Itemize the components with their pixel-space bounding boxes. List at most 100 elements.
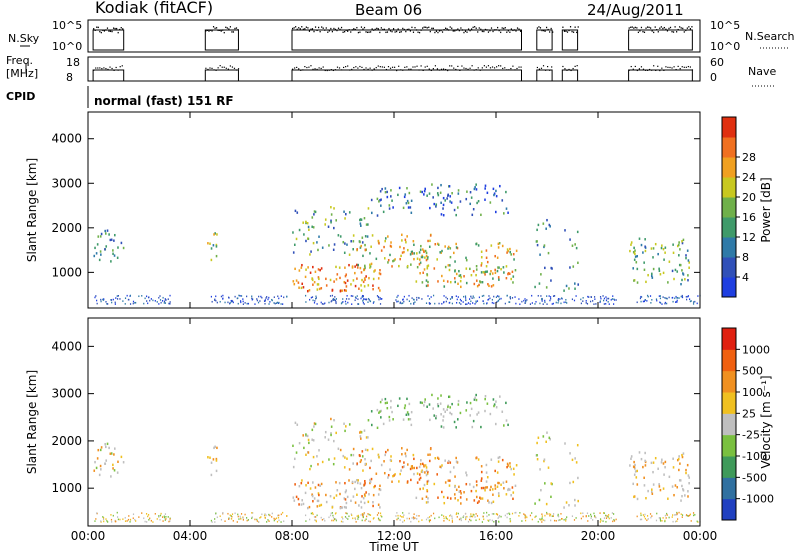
power-cell [489, 297, 491, 300]
noise-dot [382, 28, 384, 31]
power-cell [630, 243, 632, 246]
power-cell [120, 241, 123, 245]
power-cell [145, 295, 148, 298]
velocity-cell [496, 471, 499, 474]
power-cell [613, 298, 615, 301]
velocity-cell [376, 514, 379, 516]
velocity-cell [634, 463, 636, 467]
noise-trace [92, 26, 693, 51]
power-cell [526, 299, 528, 301]
power-cell [428, 302, 430, 304]
noise-dot [637, 31, 639, 34]
power-cell [271, 299, 273, 302]
power-cell [557, 298, 560, 300]
nave-dot [496, 66, 498, 68]
power-cell [650, 272, 653, 276]
velocity-cell [477, 411, 480, 414]
power-cell [697, 295, 699, 297]
power-cell [116, 295, 118, 297]
noise-dot [212, 26, 215, 28]
power-cell [515, 249, 518, 253]
nave-dot [479, 69, 481, 71]
power-cell [640, 296, 643, 298]
power-cell [664, 297, 666, 299]
velocity-cell [672, 514, 674, 516]
nave-dot [223, 66, 225, 68]
power-cell [471, 213, 474, 217]
velocity-cell [476, 515, 479, 517]
power-cell [286, 295, 288, 298]
velocity-cell [666, 512, 668, 515]
power-cell [104, 229, 107, 233]
power-cell [470, 196, 473, 199]
velocity-cell [455, 513, 457, 516]
velocity-cell [676, 486, 679, 489]
power-cell [321, 303, 323, 305]
power-cell [663, 258, 665, 261]
power-cell [397, 294, 399, 297]
nave-dot [205, 67, 207, 69]
velocity-cell [425, 518, 428, 521]
velocity-colorbar-segment [722, 392, 736, 414]
power-cell [656, 299, 658, 302]
velocity-cell [438, 516, 440, 519]
velocity-cell [662, 462, 665, 465]
power-cell [577, 283, 580, 286]
power-colorbar-segment [722, 237, 736, 258]
velocity-cell [459, 411, 462, 415]
velocity-cell [557, 513, 559, 516]
noise-dot [688, 26, 690, 28]
velocity-cell [220, 518, 223, 521]
power-cell [320, 287, 323, 290]
power-cell [449, 264, 451, 267]
power-cell [509, 250, 512, 254]
nave-dot [493, 67, 496, 69]
power-cell [543, 244, 546, 247]
velocity-cell [207, 456, 209, 459]
velocity-cell [261, 513, 263, 516]
noise-dot [348, 29, 350, 31]
power-cell [426, 194, 428, 197]
power-cell [453, 208, 456, 212]
power-cell [396, 296, 398, 299]
velocity-cell [278, 514, 280, 517]
power-colorbar-segment [722, 197, 736, 218]
power-cell [658, 295, 660, 297]
power-cell [459, 200, 462, 203]
power-cell [129, 294, 132, 297]
velocity-cell [304, 491, 307, 495]
power-cell [460, 276, 462, 279]
velocity-cell [476, 501, 479, 504]
velocity-cell [490, 501, 493, 505]
power-cell [494, 271, 497, 275]
velocity-cell [332, 514, 334, 517]
velocity-cell [482, 515, 484, 518]
nave-dot [630, 65, 632, 68]
power-cell [455, 272, 458, 276]
power-cell [449, 255, 452, 259]
power-cell [352, 234, 355, 237]
power-cell [658, 269, 661, 273]
power-cell [418, 258, 421, 261]
nave-dot [308, 66, 310, 68]
nave-dot [119, 66, 121, 68]
power-cell [607, 297, 610, 300]
velocity-cell [124, 516, 126, 519]
velocity-cell [164, 513, 167, 515]
velocity-cell [686, 514, 688, 516]
velocity-cell [317, 463, 319, 466]
velocity-cell [313, 516, 316, 518]
power-cell [497, 246, 500, 249]
power-cell [169, 294, 171, 297]
velocity-cell [455, 426, 457, 429]
power-cell [486, 302, 488, 304]
velocity-cell [574, 504, 576, 507]
power-cell [310, 296, 312, 299]
velocity-colorbar-segment [722, 328, 736, 350]
velocity-cell [273, 517, 275, 520]
velocity-cell [368, 493, 370, 496]
velocity-cell [524, 519, 527, 522]
velocity-cell [94, 460, 96, 464]
velocity-cell [316, 499, 319, 503]
power-cell [634, 255, 637, 258]
